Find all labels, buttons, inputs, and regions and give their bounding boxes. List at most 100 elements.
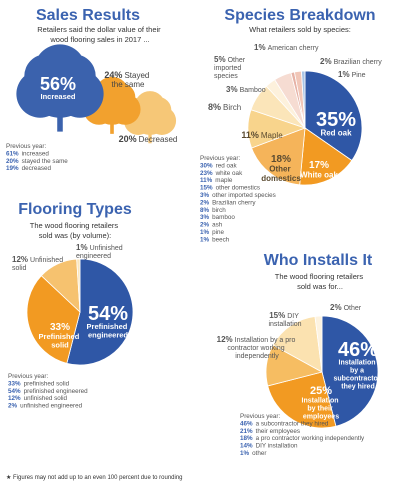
previous-year-percent: 21%	[240, 428, 253, 435]
previous-year-title: Previous year:	[8, 373, 48, 380]
category-label: Other domestics	[261, 165, 301, 183]
previous-year-title: Previous year:	[200, 155, 240, 162]
previous-year-percent: 15%	[200, 185, 213, 192]
category-label: White oak	[300, 171, 338, 180]
previous-year-label: a pro contractor working independently	[256, 435, 365, 442]
previous-year-label: ash	[212, 222, 223, 229]
value-label: 54%	[88, 303, 128, 325]
previous-year-item: 18% a pro contractor working independentl…	[240, 435, 365, 442]
previous-year-label: prefinished solid	[24, 380, 70, 387]
data-label: 8% Birch	[208, 102, 241, 112]
value-label: 24%	[104, 70, 122, 80]
chart-title: Flooring Types	[18, 201, 132, 218]
value-label: 35%	[316, 109, 356, 131]
data-label: 2% Other	[330, 303, 362, 312]
pie-slice	[26, 275, 81, 364]
data-label: 5% Other imported species	[214, 55, 247, 80]
previous-year-percent: 1%	[200, 229, 210, 236]
category-label: Bamboo	[240, 87, 266, 94]
previous-year-item: 1% other	[240, 450, 266, 457]
data-label: 12% Installation by a pro contractor work…	[217, 335, 298, 360]
previous-year-title: Previous year:	[240, 413, 280, 420]
value-label: 2%	[330, 303, 342, 312]
previous-year-item: 61% increased	[6, 150, 49, 157]
data-label: 2% Brazilian cherry	[320, 57, 382, 66]
previous-year-label: their employees	[256, 428, 300, 435]
category-label: Installation by a pro contractor working…	[227, 337, 297, 360]
previous-year-percent: 33%	[8, 380, 21, 387]
previous-year-item: 1% pine	[200, 229, 225, 236]
previous-year-percent: 54%	[8, 388, 21, 395]
previous-year-percent: 14%	[240, 443, 253, 450]
previous-year-label: maple	[215, 177, 233, 184]
previous-year-label: white oak	[215, 170, 243, 177]
pie-slice	[76, 258, 81, 313]
data-label: 1% American cherry	[254, 43, 319, 52]
category-label: American cherry	[268, 45, 319, 52]
data-label: 56% Increased	[40, 74, 76, 101]
category-label: Prefinished solid	[39, 332, 82, 350]
previous-year-item: 30% red oak	[200, 162, 237, 169]
value-label: 1%	[76, 243, 88, 252]
pie-slice	[299, 127, 353, 186]
chart-title: Sales Results	[36, 7, 140, 24]
value-label: 46%	[338, 339, 378, 361]
previous-year-item: 1% beech	[200, 236, 230, 243]
previous-year-percent: 12%	[8, 395, 21, 402]
previous-year-percent: 3%	[200, 192, 210, 199]
chart-title: Who Installs It	[264, 252, 373, 269]
data-label: 11% Maple	[241, 130, 283, 140]
value-label: 12%	[217, 335, 233, 344]
previous-year-percent: 61%	[6, 150, 19, 157]
previous-year-item: 2% Brazilian cherry	[200, 199, 256, 206]
value-label: 33%	[50, 322, 70, 333]
category-label: Unfinished solid	[12, 257, 65, 272]
value-label: 20%	[119, 134, 137, 144]
value-label: 1%	[338, 70, 350, 79]
previous-year-item: 21% their employees	[240, 428, 300, 435]
previous-year-label: decreased	[22, 165, 52, 172]
previous-year-item: 19% decreased	[6, 165, 52, 172]
data-label: 3% Bamboo	[226, 85, 266, 94]
data-label: 24% Stayed the same	[104, 70, 151, 89]
previous-year-label: bamboo	[212, 214, 235, 221]
previous-year-label: increased	[22, 150, 50, 157]
category-label: Other	[344, 305, 362, 312]
previous-year-percent: 1%	[240, 450, 250, 457]
value-label: 2%	[320, 57, 332, 66]
previous-year-item: 3% other imported species	[200, 192, 276, 199]
previous-year-item: 3% bamboo	[200, 214, 235, 221]
value-label: 11%	[241, 130, 259, 140]
data-label: 20% Decreased	[119, 134, 178, 144]
category-label: Other imported species	[214, 57, 247, 80]
previous-year-title: Previous year:	[6, 143, 46, 150]
chart-subtitle: Retailers said the dollar value of their…	[37, 25, 162, 44]
category-label: DIY installation	[268, 313, 301, 328]
previous-year-label: Brazilian cherry	[212, 199, 256, 206]
previous-year-item: 2% ash	[200, 222, 223, 229]
value-label: 15%	[269, 311, 285, 320]
previous-year-label: DIY installation	[256, 443, 298, 450]
category-label: Increased	[40, 92, 75, 101]
data-label: 1% Unfinished engineered	[76, 243, 125, 260]
category-label: Stayed the same	[112, 71, 152, 89]
previous-year-label: unfinished engineered	[20, 403, 82, 410]
tree	[16, 44, 104, 118]
previous-year-item: 11% maple	[200, 177, 233, 184]
previous-year-label: prefinished engineered	[24, 388, 89, 395]
category-label: Pine	[352, 72, 366, 79]
pie-slice	[314, 315, 323, 373]
previous-year-label: red oak	[216, 162, 238, 169]
previous-year-label: other domestics	[216, 185, 260, 192]
previous-year-label: unfinished solid	[24, 395, 68, 402]
previous-year-label: a subcontractor they hired	[256, 420, 329, 427]
previous-year-percent: 2%	[8, 403, 18, 410]
previous-year-item: 54% prefinished engineered	[8, 388, 88, 395]
previous-year-label: other	[252, 450, 266, 457]
value-label: 25%	[310, 385, 332, 397]
category-label: Birch	[223, 103, 241, 112]
footnote: ★ Figures may not add up to an even 100 …	[6, 474, 183, 481]
data-label: 46% Installation by a subcontractor they …	[333, 339, 382, 391]
data-label: 35% Red oak	[316, 109, 356, 138]
previous-year-item: 46% a subcontractor they hired	[240, 420, 329, 427]
